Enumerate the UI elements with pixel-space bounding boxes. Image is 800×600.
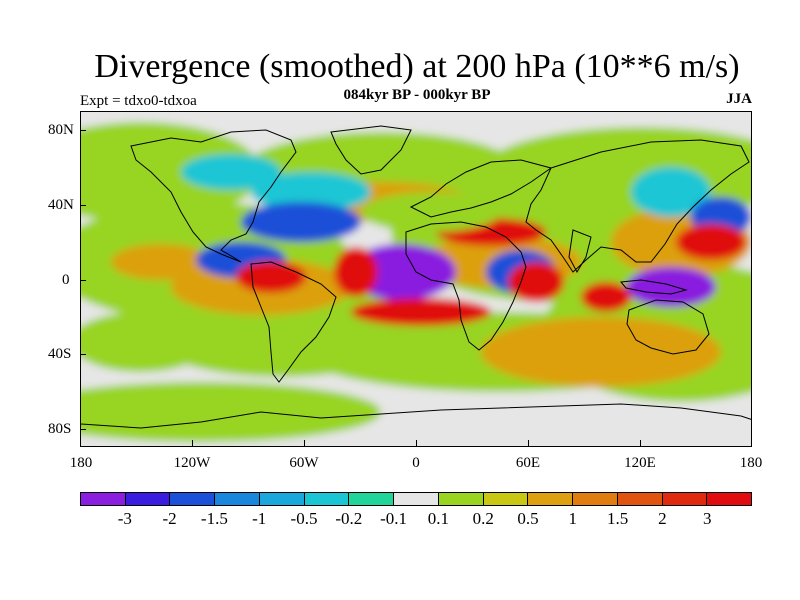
colorbar-swatch: [349, 493, 395, 505]
lon-label-180w: 180: [69, 455, 93, 471]
x-tick: [416, 440, 417, 447]
x-tick: [304, 440, 305, 447]
x-tick: [640, 440, 641, 447]
lat-label-40s: 40S: [48, 346, 72, 362]
colorbar-label: 0.1: [427, 509, 450, 528]
coast-australia: [626, 299, 710, 355]
colorbar-label: -2: [162, 509, 177, 528]
field-region: [676, 224, 746, 260]
y-tick: [80, 429, 86, 430]
lat-label-40n: 40N: [48, 197, 74, 213]
colorbar-label: 1.5: [606, 509, 629, 528]
season-label: JJA: [726, 91, 752, 107]
colorbar-swatch: [438, 493, 484, 505]
colorbar-label: -3: [117, 509, 132, 528]
lon-label-120w: 120W: [173, 455, 211, 471]
colorbar-swatch: [394, 493, 439, 505]
colorbar-swatch: [573, 493, 618, 505]
field-region: [181, 154, 281, 190]
field-region: [581, 282, 631, 312]
field-region: [361, 192, 501, 232]
colorbar-swatch: [483, 493, 529, 505]
field-region: [81, 122, 261, 222]
colorbar-label: -0.2: [335, 509, 363, 528]
field-region: [111, 244, 211, 280]
y-tick: [80, 354, 86, 355]
colorbar-swatch: [304, 493, 350, 505]
field-region: [631, 167, 711, 217]
coast-antarctica: [81, 403, 751, 429]
colorbar-swatch: [215, 493, 260, 505]
field-region: [481, 317, 721, 387]
colorbar-label: 0.5: [517, 509, 539, 528]
y-tick: [80, 205, 86, 206]
lat-label-0: 0: [62, 272, 70, 288]
y-tick: [80, 280, 86, 281]
map-title: Divergence (smoothed) at 200 hPa (10**6 …: [94, 48, 740, 85]
lon-label-180e: 180: [739, 455, 763, 471]
colorbar-label: -0.1: [380, 509, 408, 528]
coast-europe: [409, 159, 553, 218]
x-tick: [192, 440, 193, 447]
coast-north-america: [130, 129, 297, 263]
lon-label-0: 0: [412, 455, 420, 471]
colorbar-swatch: [170, 493, 216, 505]
colorbar-swatch: [662, 493, 708, 505]
colorbar-swatch: [259, 493, 305, 505]
divergence-field: [81, 112, 751, 446]
coast-africa: [405, 221, 527, 351]
colorbar-label: -1: [252, 509, 267, 528]
field-region: [241, 202, 361, 242]
colorbar-swatch: [617, 493, 663, 505]
lon-label-60w: 60W: [289, 455, 319, 471]
experiment-label: Expt = tdxo0-tdxoa: [80, 93, 197, 109]
coastlines: [81, 125, 751, 429]
lat-label-80s: 80S: [48, 421, 72, 437]
lon-label-60e: 60E: [515, 455, 541, 471]
coast-asia: [525, 139, 750, 273]
field-region: [351, 298, 491, 326]
colorbar-label: -0.5: [290, 509, 318, 528]
colorbar-label: 0.2: [472, 509, 494, 528]
colorbar: [80, 492, 752, 506]
y-tick: [80, 130, 86, 131]
coast-indonesia: [620, 279, 688, 295]
lat-label-80n: 80N: [48, 122, 74, 138]
colorbar-label: 1: [568, 509, 578, 528]
colorbar-swatch: [125, 493, 171, 505]
field-region: [251, 172, 371, 212]
divergence-map: [80, 111, 752, 447]
colorbar-label: 3: [702, 509, 712, 528]
field-region: [81, 312, 211, 372]
colorbar-label: -1.5: [200, 509, 228, 528]
colorbar-swatch: [707, 493, 752, 505]
field-region: [508, 262, 564, 302]
x-tick: [528, 440, 529, 447]
time-range-subtitle: 084kyr BP - 000kyr BP: [343, 87, 491, 103]
colorbar-swatch: [81, 493, 126, 505]
coast-south-america: [250, 261, 337, 383]
colorbar-label: 2: [658, 509, 667, 528]
field-region: [334, 247, 378, 297]
map-svg: [81, 112, 751, 446]
field-region: [236, 261, 306, 293]
lon-label-120e: 120E: [624, 455, 656, 471]
coast-greenland: [330, 125, 412, 175]
colorbar-swatch: [528, 493, 574, 505]
field-region: [626, 267, 716, 307]
coast-india: [568, 229, 592, 274]
